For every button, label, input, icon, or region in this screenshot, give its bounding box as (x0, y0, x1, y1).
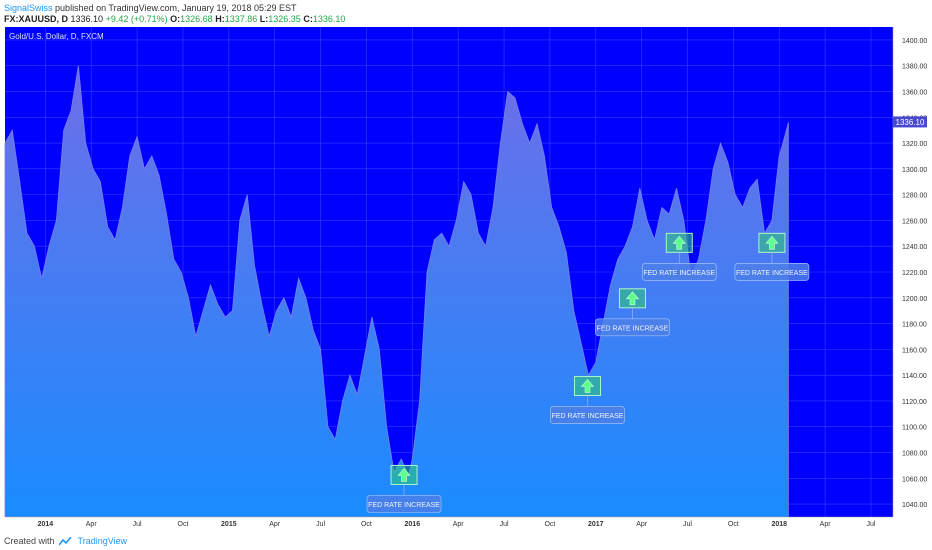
y-tick-label: 1240.00 (902, 244, 927, 251)
x-tick-label: Jul (316, 521, 325, 528)
y-tick-label: 1080.00 (902, 451, 927, 458)
y-tick-label: 1380.00 (902, 64, 927, 71)
high-value: 1337.86 (224, 14, 258, 24)
annotation-label: FED RATE INCREASE (736, 270, 808, 277)
tradingview-link[interactable]: TradingView (77, 536, 128, 546)
y-tick-label: 1100.00 (902, 425, 927, 432)
low-label: L: (259, 14, 269, 24)
annotation-fed-rate-increase: FED RATE INCREASE (734, 232, 810, 281)
x-tick-label: Jul (500, 521, 509, 528)
x-tick-label: Apr (453, 521, 465, 528)
x-tick-label: 2017 (588, 521, 604, 528)
y-tick-label: 1400.00 (902, 38, 927, 45)
y-tick-label: 1360.00 (902, 89, 927, 96)
x-tick-label: Oct (544, 521, 555, 528)
last-price-tag: 1336.10 (893, 116, 927, 128)
y-tick-label: 1200.00 (902, 296, 927, 303)
y-tick-label: 1140.00 (902, 373, 927, 380)
annotation-fed-rate-increase: FED RATE INCREASE (366, 464, 442, 513)
open-label: O: (170, 14, 181, 24)
y-tick-label: 1120.00 (902, 399, 927, 406)
author-link[interactable]: SignalSwiss (4, 3, 53, 13)
x-tick-label: 2014 (38, 521, 54, 528)
y-tick-label: 1260.00 (902, 218, 927, 225)
y-tick-label: 1180.00 (902, 322, 927, 329)
footer: Created with TradingView (4, 534, 127, 548)
open-value: 1326.68 (180, 14, 213, 24)
close-value: 1336.10 (312, 14, 346, 24)
x-tick-label: 2015 (221, 521, 237, 528)
x-axis-panel (0, 517, 932, 531)
annotation-label: FED RATE INCREASE (368, 502, 440, 509)
y-tick-label: 1280.00 (902, 193, 927, 200)
annotation-label: FED RATE INCREASE (643, 270, 715, 277)
x-tick-label: Jul (133, 521, 142, 528)
y-axis-ticks: 1040.00 1060.00 1080.00 1100.00 1120.00 1140.… (902, 38, 927, 509)
low-value: 1326.35 (268, 14, 301, 24)
x-tick-label: Apr (269, 521, 281, 528)
published-text: published on TradingView.com, January 19… (55, 3, 297, 13)
y-tick-label: 1160.00 (902, 347, 927, 354)
x-tick-label: 2018 (771, 521, 787, 528)
y-tick-label: 1320.00 (902, 141, 927, 148)
symbol-label: FX:XAUUSD, D (4, 14, 69, 24)
x-tick-label: Apr (820, 521, 832, 528)
annotation-fed-rate-increase: FED RATE INCREASE (550, 375, 625, 424)
x-tick-label: Oct (728, 521, 739, 528)
x-tick-label: Oct (178, 521, 189, 528)
tradingview-logo-icon (58, 536, 72, 545)
created-with-text: Created with (4, 536, 55, 546)
high-label: H: (215, 14, 225, 24)
annotation-label: FED RATE INCREASE (552, 413, 624, 420)
last-price-label: 1336.10 (896, 118, 925, 127)
y-tick-label: 1220.00 (902, 270, 927, 277)
ohlc-bar: FX:XAUUSD, D 1336.10 +9.42 (+0.71%) O:13… (4, 13, 345, 25)
x-tick-label: Apr (636, 521, 648, 528)
y-tick-label: 1300.00 (902, 167, 927, 174)
chart-title: Gold/U.S. Dollar, D, FXCM (9, 32, 104, 41)
annotation-fed-rate-increase: FED RATE INCREASE (641, 232, 717, 281)
x-tick-label: 2016 (405, 521, 421, 528)
annotation-label: FED RATE INCREASE (597, 325, 669, 332)
x-tick-label: Jul (867, 521, 876, 528)
y-tick-label: 1040.00 (902, 502, 927, 509)
x-tick-label: Oct (361, 521, 372, 528)
x-tick-label: Apr (86, 521, 98, 528)
y-tick-label: 1060.00 (902, 476, 927, 483)
publish-info: SignalSwiss published on TradingView.com… (4, 2, 297, 14)
y-axis-panel (893, 27, 932, 517)
x-tick-label: Jul (683, 521, 692, 528)
close-label: C: (303, 14, 313, 24)
annotation-fed-rate-increase: FED RATE INCREASE (595, 288, 670, 337)
annotations: FED RATE INCREASE FED RATE INCREASE FED RA… (366, 232, 810, 513)
x-axis-ticks: 2014 Apr Jul Oct 2015 Apr Jul Oct 2016 Apr Jul Oct 2… (38, 521, 876, 528)
change-value: +9.42 (+0.71%) (105, 14, 168, 24)
last-price: 1336.10 (70, 14, 104, 24)
